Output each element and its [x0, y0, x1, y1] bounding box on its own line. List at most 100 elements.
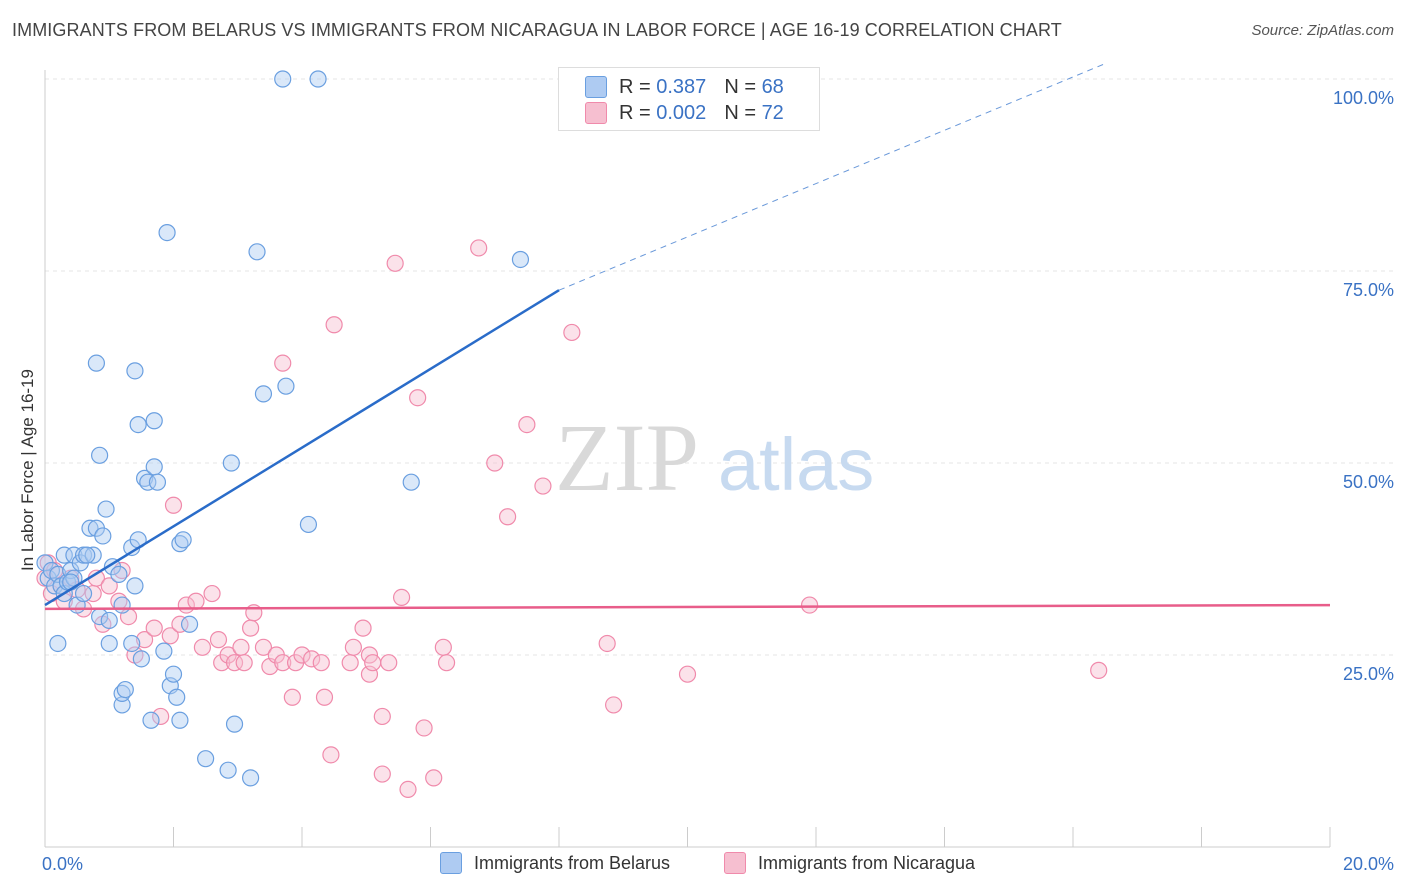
nicaragua-point: [425, 769, 443, 787]
belarus-point: [81, 519, 99, 537]
belarus-point: [139, 473, 157, 491]
legend-r-label: R =: [619, 101, 651, 124]
nicaragua-point: [341, 654, 359, 672]
watermark: ZIP atlas: [555, 404, 874, 511]
trend-lines: [44, 63, 1331, 611]
belarus-point: [97, 500, 115, 518]
belarus-point: [155, 642, 173, 660]
chart-title: IMMIGRANTS FROM BELARUS VS IMMIGRANTS FR…: [12, 20, 1062, 40]
nicaragua-point: [605, 696, 623, 714]
belarus-point: [180, 615, 199, 633]
belarus-point: [277, 377, 295, 395]
belarus-point: [254, 385, 273, 403]
belarus-point: [87, 354, 106, 372]
y-tick-label: 100.0%: [1333, 88, 1394, 108]
belarus-point: [100, 634, 118, 653]
belarus-point: [113, 596, 131, 614]
belarus-point: [197, 750, 215, 768]
belarus-point: [158, 224, 176, 242]
nicaragua-point: [800, 596, 819, 614]
belarus-point: [225, 715, 244, 733]
nicaragua-point: [232, 638, 250, 656]
nicaragua-point: [225, 654, 244, 672]
nicaragua-point: [171, 615, 189, 633]
nicaragua-point: [409, 389, 427, 407]
nicaragua-point: [534, 477, 552, 495]
y-tick-label: 50.0%: [1343, 472, 1394, 492]
belarus-point: [78, 546, 96, 564]
axes: [44, 70, 1331, 848]
legend-n-label: N =: [724, 101, 756, 124]
bottom-legend-swatch-nicaragua: [724, 852, 746, 874]
belarus-point: [274, 70, 292, 88]
legend-n-value-nicaragua: 72: [761, 101, 784, 124]
nicaragua-point: [161, 627, 179, 645]
nicaragua-point: [380, 654, 398, 672]
legend-n-label: N =: [724, 75, 756, 98]
nicaragua-point: [344, 638, 362, 656]
nicaragua-point: [364, 654, 382, 672]
nicaragua-point: [274, 354, 292, 372]
belarus-point: [129, 416, 147, 434]
nicaragua-point: [415, 719, 433, 737]
legend: R = 0.387 N = 68 R = 0.002 N = 72: [558, 67, 820, 131]
nicaragua-point: [254, 638, 273, 656]
watermark-zip: ZIP: [555, 404, 699, 511]
nicaragua-point: [434, 638, 452, 656]
belarus-point: [132, 650, 150, 668]
nicaragua-point: [293, 646, 311, 664]
belarus-point: [126, 362, 144, 380]
legend-row-nicaragua: R = 0.002 N = 72: [585, 100, 784, 126]
belarus-point: [171, 711, 189, 729]
nicaragua-point: [386, 254, 404, 272]
nicaragua-point: [315, 688, 334, 706]
belarus-point: [110, 565, 128, 583]
belarus-point: [174, 531, 192, 549]
nicaragua-point: [373, 765, 391, 783]
belarus-point: [168, 688, 186, 706]
bottom-legend-belarus: Immigrants from Belarus: [440, 852, 670, 874]
belarus-point: [100, 611, 118, 630]
nicaragua-points: [36, 239, 1108, 799]
belarus-point: [222, 454, 240, 472]
nicaragua-point: [303, 650, 321, 668]
belarus-point: [299, 515, 318, 534]
nicaragua-point: [1090, 661, 1108, 679]
legend-row-belarus: R = 0.387 N = 68: [585, 74, 784, 100]
bottom-legend-nicaragua: Immigrants from Nicaragua: [724, 852, 975, 874]
nicaragua-point: [274, 654, 292, 672]
legend-n-value-belarus: 68: [761, 75, 784, 98]
nicaragua-point: [563, 323, 581, 342]
belarus-point: [145, 412, 163, 430]
legend-r-value-nicaragua: 0.002: [656, 101, 707, 124]
nicaragua-point: [322, 746, 340, 764]
gridlines: [45, 78, 1395, 656]
y-tick-label: 75.0%: [1343, 280, 1394, 300]
x-tick-label-end: 20.0%: [1343, 854, 1394, 874]
belarus-point: [142, 711, 160, 729]
nicaragua-point: [518, 416, 536, 434]
belarus-point: [74, 584, 93, 603]
nicaragua-point: [499, 508, 517, 526]
source-label: Source: ZipAtlas.com: [1251, 22, 1394, 39]
nicaragua-point: [152, 707, 170, 726]
belarus-point: [248, 243, 266, 261]
nicaragua-point: [312, 654, 330, 672]
nicaragua-point: [164, 496, 183, 514]
nicaragua-point: [100, 577, 118, 595]
belarus-trend-line: [44, 289, 560, 607]
bottom-legend-swatch-belarus: [440, 852, 462, 874]
nicaragua-point: [242, 619, 260, 637]
nicaragua-point: [486, 454, 504, 472]
belarus-points: [36, 70, 530, 787]
belarus-point: [309, 70, 327, 88]
nicaragua-point: [325, 316, 343, 334]
nicaragua-point: [203, 584, 221, 603]
y-tick-label: 25.0%: [1343, 664, 1394, 684]
legend-r-label: R =: [619, 75, 651, 98]
belarus-point: [94, 527, 112, 545]
nicaragua-point: [354, 619, 372, 637]
belarus-point: [62, 573, 80, 591]
belarus-point: [126, 577, 144, 595]
